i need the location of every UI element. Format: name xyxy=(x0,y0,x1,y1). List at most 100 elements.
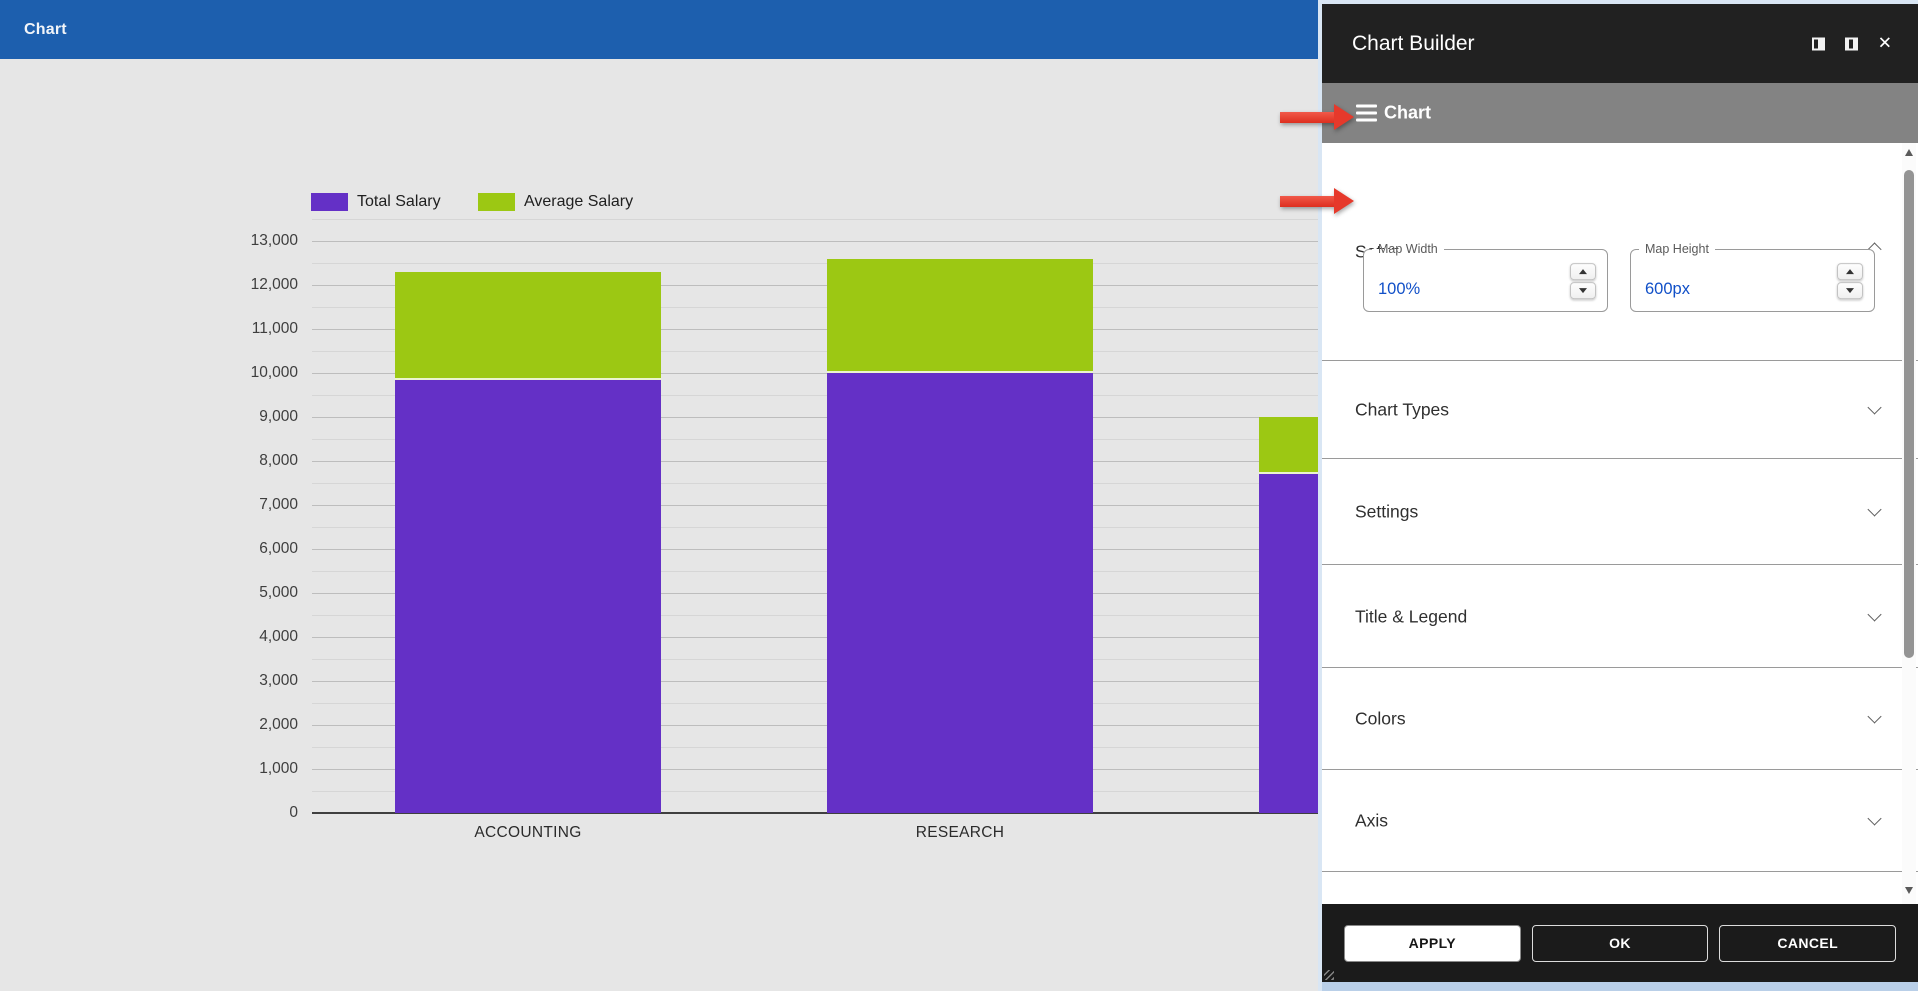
gridline-minor xyxy=(312,527,1326,528)
bar-segment-total-salary-accounting xyxy=(395,379,661,813)
section-label: Axis xyxy=(1355,810,1389,831)
resize-handle-icon[interactable] xyxy=(1324,970,1334,980)
x-category-label: ACCOUNTING xyxy=(474,824,582,841)
scroll-thumb[interactable] xyxy=(1904,170,1914,658)
cancel-button[interactable]: CANCEL xyxy=(1719,924,1897,962)
section-label: Title & Legend xyxy=(1355,606,1468,626)
gridline-major xyxy=(312,769,1326,770)
section-chart-types[interactable]: Chart Types xyxy=(1322,361,1918,459)
apply-button[interactable]: APPLY xyxy=(1344,924,1521,962)
panel-scrollbar[interactable] xyxy=(1902,143,1916,904)
chevron-down-icon[interactable] xyxy=(1867,606,1882,622)
gridline-major xyxy=(312,241,1326,242)
field-map-height[interactable]: Map Height 600px xyxy=(1630,242,1875,312)
y-tick-label: 8,000 xyxy=(259,452,298,469)
gridline-major xyxy=(312,285,1326,286)
section-axis[interactable]: Axis xyxy=(1322,770,1918,872)
arrow-head-icon xyxy=(1334,104,1354,130)
section-settings[interactable]: Settings xyxy=(1322,459,1918,565)
gridline-major xyxy=(312,505,1326,506)
field-value[interactable]: 100% xyxy=(1378,280,1421,298)
gridline-major xyxy=(312,329,1326,330)
dock-left-icon[interactable] xyxy=(1811,37,1825,50)
y-tick-label: 6,000 xyxy=(259,540,298,557)
bar-segment-average-salary-accounting xyxy=(395,271,661,380)
y-tick-label: 7,000 xyxy=(259,496,298,513)
field-label: Map Height xyxy=(1645,242,1709,256)
legend-label: Total Salary xyxy=(357,193,441,210)
section-label: Chart Types xyxy=(1355,399,1450,420)
ok-button[interactable]: OK xyxy=(1531,924,1709,962)
field-map-width[interactable]: Map Width 100% xyxy=(1363,242,1608,312)
gridline-minor xyxy=(312,659,1326,660)
y-tick-label: 13,000 xyxy=(250,232,298,249)
gridline-minor xyxy=(312,219,1326,220)
stepper-up-button[interactable] xyxy=(1570,262,1596,280)
gridline-major xyxy=(312,461,1326,462)
section-label: Colors xyxy=(1355,708,1406,729)
section-colors[interactable]: Colors xyxy=(1322,668,1918,770)
annotation-arrow-chart-menu xyxy=(1280,104,1354,130)
footer-buttons: APPLY OK CANCEL xyxy=(1322,904,1918,982)
stepper-up-icon xyxy=(1846,268,1854,274)
panel-footer: APPLY OK CANCEL xyxy=(1322,904,1918,982)
chart-builder-panel: Chart Builder ✕ Chart SetupMap Width100%… xyxy=(1318,0,1918,991)
y-tick-label: 1,000 xyxy=(259,760,298,777)
field-value[interactable]: 600px xyxy=(1645,280,1690,298)
gridline-minor xyxy=(312,351,1326,352)
legend-item-average-salary[interactable]: Average Salary xyxy=(478,192,633,212)
stepper xyxy=(1837,262,1863,299)
scroll-up-arrow-icon[interactable] xyxy=(1905,149,1913,156)
close-icon[interactable]: ✕ xyxy=(1877,33,1892,53)
x-axis-baseline xyxy=(312,812,1326,814)
legend-swatch-icon xyxy=(311,193,348,211)
legend-item-total-salary[interactable]: Total Salary xyxy=(311,192,441,212)
gridline-minor xyxy=(312,747,1326,748)
gridline-major xyxy=(312,373,1326,374)
field-label: Map Width xyxy=(1378,242,1438,256)
arrow-tail xyxy=(1280,111,1334,123)
gridline-minor xyxy=(312,703,1326,704)
chevron-down-icon[interactable] xyxy=(1867,811,1882,826)
gridline-major xyxy=(312,417,1326,418)
stepper xyxy=(1570,262,1596,299)
stepper-up-button[interactable] xyxy=(1837,262,1863,280)
chevron-down-icon[interactable] xyxy=(1867,709,1882,724)
section-title-legend[interactable]: Title & Legend xyxy=(1322,565,1918,668)
bar-segment-average-salary-research xyxy=(827,258,1093,373)
legend-swatch-icon xyxy=(478,193,515,211)
legend-label: Average Salary xyxy=(524,193,634,210)
chart-menu-bar[interactable]: Chart xyxy=(1322,83,1918,143)
gridline-minor xyxy=(312,791,1326,792)
stepper-down-button[interactable] xyxy=(1570,281,1596,299)
gridline-minor xyxy=(312,483,1326,484)
gridline-major xyxy=(312,549,1326,550)
gridline-minor xyxy=(312,439,1326,440)
stepper-down-icon xyxy=(1846,287,1854,293)
hamburger-icon[interactable] xyxy=(1356,104,1377,122)
y-tick-label: 12,000 xyxy=(250,276,298,293)
arrow-head-icon xyxy=(1334,188,1354,214)
window-controls: ✕ xyxy=(1811,33,1892,53)
dock-right-icon[interactable] xyxy=(1844,37,1858,50)
y-tick-label: 3,000 xyxy=(259,672,298,689)
bar-segment-total-salary-research xyxy=(827,373,1093,813)
stepper-down-icon xyxy=(1579,287,1587,293)
gridline-major xyxy=(312,637,1326,638)
chart-menu-label: Chart xyxy=(1384,102,1432,123)
x-category-label: RESEARCH xyxy=(915,824,1005,841)
stepper-up-icon xyxy=(1579,268,1587,274)
y-tick-label: 2,000 xyxy=(259,716,298,733)
y-tick-label: 10,000 xyxy=(250,364,298,381)
stepper-down-button[interactable] xyxy=(1837,281,1863,299)
chevron-down-icon[interactable] xyxy=(1867,400,1882,415)
gridline-minor xyxy=(312,571,1326,572)
gridline-major xyxy=(312,681,1326,682)
panel-title: Chart Builder xyxy=(1352,31,1475,55)
chevron-down-icon[interactable] xyxy=(1867,502,1882,517)
app-title: Chart xyxy=(24,20,67,38)
scroll-down-arrow-icon[interactable] xyxy=(1905,887,1913,894)
gridline-minor xyxy=(312,263,1326,264)
